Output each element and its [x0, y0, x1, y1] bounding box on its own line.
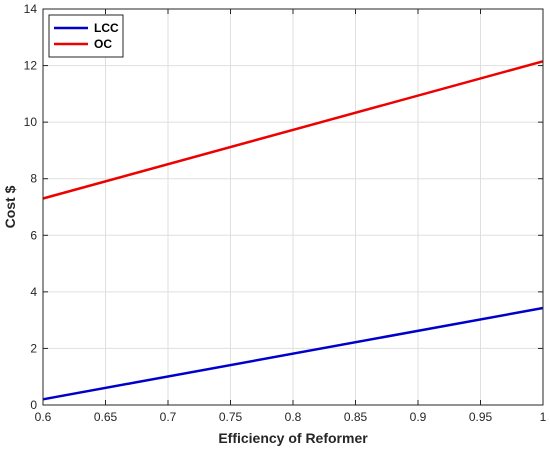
legend-box	[48, 14, 124, 58]
x-tick-label: 0.65	[94, 410, 118, 424]
x-tick-label: 0.7	[160, 410, 177, 424]
y-axis-label: Cost $	[2, 185, 18, 228]
x-tick-label: 0.95	[469, 410, 493, 424]
legend-label-lcc: LCC	[94, 21, 119, 35]
y-tick-label: 8	[30, 172, 37, 186]
series-line-oc	[42, 60, 544, 200]
y-tick-label: 14	[24, 2, 38, 16]
y-tick-label: 6	[30, 228, 37, 242]
y-tick-label: 10	[24, 115, 38, 129]
y-tick-label: 2	[30, 341, 37, 355]
series-lines	[42, 60, 544, 401]
y-tick-label: 12	[24, 59, 38, 73]
x-tick-label: 1	[540, 410, 547, 424]
series-line-lcc	[42, 306, 544, 401]
legend: LCC OC	[48, 14, 124, 58]
y-tick-label: 4	[30, 285, 37, 299]
x-tick-label: 0.85	[344, 410, 368, 424]
x-tick-label: 0.75	[219, 410, 243, 424]
x-tick-label: 0.6	[35, 410, 52, 424]
x-axis-label: Efficiency of Reformer	[218, 430, 368, 446]
y-tick-label: 0	[30, 398, 37, 412]
x-tick-label: 0.9	[410, 410, 427, 424]
x-tick-label: 0.8	[285, 410, 302, 424]
legend-label-oc: OC	[94, 37, 112, 51]
